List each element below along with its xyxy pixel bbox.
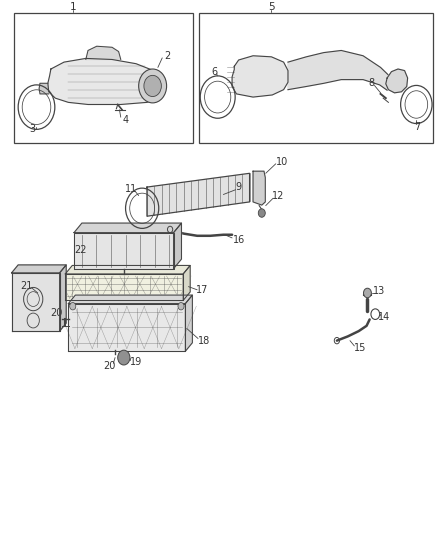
Polygon shape — [48, 59, 166, 104]
Polygon shape — [12, 265, 66, 273]
Text: 1: 1 — [69, 2, 76, 12]
Polygon shape — [65, 274, 183, 301]
Text: 18: 18 — [198, 336, 210, 345]
Text: 12: 12 — [272, 191, 285, 201]
Polygon shape — [68, 295, 192, 304]
Text: 4: 4 — [122, 115, 128, 125]
Text: 20: 20 — [103, 360, 115, 370]
Polygon shape — [39, 83, 49, 94]
Circle shape — [258, 209, 265, 217]
Text: 7: 7 — [414, 122, 421, 132]
Polygon shape — [185, 295, 192, 351]
Circle shape — [139, 69, 166, 103]
Text: 6: 6 — [212, 67, 218, 77]
Polygon shape — [386, 69, 408, 93]
Polygon shape — [68, 304, 185, 351]
Polygon shape — [173, 223, 181, 269]
Polygon shape — [65, 265, 190, 274]
Text: 13: 13 — [373, 286, 385, 296]
Polygon shape — [183, 265, 190, 301]
Text: 17: 17 — [196, 285, 208, 295]
Polygon shape — [232, 56, 288, 97]
Circle shape — [118, 350, 130, 365]
Polygon shape — [253, 171, 265, 205]
Text: 11: 11 — [125, 184, 137, 194]
Text: 5: 5 — [268, 2, 275, 12]
Text: 20: 20 — [50, 308, 63, 318]
Text: 21: 21 — [21, 281, 33, 291]
Polygon shape — [74, 223, 181, 232]
Circle shape — [144, 75, 161, 96]
Polygon shape — [147, 173, 250, 216]
Text: 8: 8 — [368, 78, 374, 88]
Text: 19: 19 — [130, 357, 142, 367]
Text: 15: 15 — [354, 343, 367, 353]
Circle shape — [70, 303, 76, 310]
Bar — [199, 13, 433, 143]
Text: 3: 3 — [29, 124, 35, 134]
Text: 9: 9 — [236, 182, 242, 192]
Text: 2: 2 — [164, 51, 171, 61]
Polygon shape — [86, 46, 121, 60]
Polygon shape — [60, 265, 66, 331]
Bar — [14, 13, 193, 143]
Polygon shape — [74, 232, 173, 269]
Text: 22: 22 — [74, 245, 86, 255]
Polygon shape — [12, 273, 60, 331]
Polygon shape — [288, 51, 392, 90]
Circle shape — [364, 288, 371, 298]
Text: 16: 16 — [233, 235, 245, 245]
Text: 10: 10 — [276, 157, 289, 167]
Circle shape — [178, 303, 184, 310]
Text: 14: 14 — [378, 312, 390, 322]
